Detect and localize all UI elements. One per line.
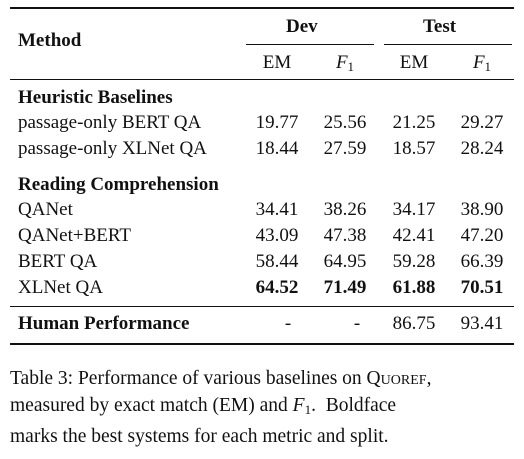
- test-cmidrule: [384, 44, 512, 45]
- test-f1-cell: 70.51: [460, 277, 504, 298]
- caption-line: marks the best systems for each metric a…: [10, 426, 389, 447]
- dev-header: Dev: [286, 16, 318, 37]
- test-f1-cell: 93.41: [460, 313, 504, 334]
- dev-em-header: EM: [262, 52, 292, 73]
- dev-f1-cell: 64.95: [323, 251, 367, 272]
- method-cell: BERT QA: [18, 251, 98, 272]
- test-f1-cell: 38.90: [460, 199, 504, 220]
- header-rule: [10, 79, 514, 80]
- method-cell: XLNet QA: [18, 277, 103, 298]
- test-em-header: EM: [399, 52, 429, 73]
- dev-em-cell: 34.41: [255, 199, 299, 220]
- test-f1-cell: 47.20: [460, 225, 504, 246]
- test-em-cell: 61.88: [392, 277, 436, 298]
- dev-f1-header: F1: [335, 52, 355, 74]
- test-header: Test: [423, 16, 457, 37]
- dev-f1-cell: 38.26: [323, 199, 367, 220]
- dev-em-cell: 19.77: [255, 112, 299, 133]
- method-cell: passage-only XLNet QA: [18, 138, 207, 159]
- dev-em-cell: 18.44: [255, 138, 299, 159]
- dev-em-cell: 58.44: [255, 251, 299, 272]
- dev-f1-cell: -: [353, 313, 361, 334]
- dev-f1-cell: 71.49: [323, 277, 367, 298]
- dev-em-cell: -: [284, 313, 292, 334]
- test-em-cell: 34.17: [392, 199, 436, 220]
- table-caption: Table 3: Performance of various baseline…: [10, 365, 516, 450]
- dev-em-cell: 64.52: [255, 277, 299, 298]
- method-cell: QANet+BERT: [18, 225, 132, 246]
- test-f1-cell: 29.27: [460, 112, 504, 133]
- test-f1-header: F1: [472, 52, 492, 74]
- dev-f1-cell: 27.59: [323, 138, 367, 159]
- top-rule: [10, 7, 514, 9]
- bottom-rule: [10, 343, 514, 345]
- test-em-cell: 18.57: [392, 138, 436, 159]
- test-f1-cell: 66.39: [460, 251, 504, 272]
- section-title: Reading Comprehension: [18, 174, 219, 195]
- dev-cmidrule: [246, 44, 374, 45]
- dev-f1-cell: 47.38: [323, 225, 367, 246]
- section-title: Heuristic Baselines: [18, 87, 173, 108]
- method-cell: QANet: [18, 199, 73, 220]
- method-cell: Human Performance: [18, 313, 190, 334]
- dev-f1-cell: 25.56: [323, 112, 367, 133]
- method-header: Method: [18, 30, 82, 51]
- test-em-cell: 21.25: [392, 112, 436, 133]
- test-em-cell: 42.41: [392, 225, 436, 246]
- caption-line: Table 3: Performance of various baseline…: [10, 368, 432, 389]
- test-f1-cell: 28.24: [460, 138, 504, 159]
- dev-em-cell: 43.09: [255, 225, 299, 246]
- test-em-cell: 86.75: [392, 313, 436, 334]
- caption-line: measured by exact match (EM) and F1. Bol…: [10, 395, 397, 417]
- method-cell: passage-only BERT QA: [18, 112, 202, 133]
- test-em-cell: 59.28: [392, 251, 436, 272]
- human-rule: [10, 306, 514, 307]
